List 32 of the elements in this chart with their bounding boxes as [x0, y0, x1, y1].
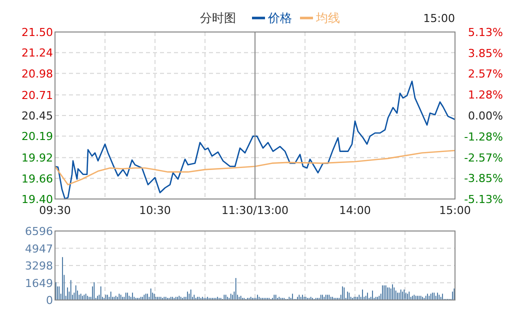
- y-tick-label: 3298: [25, 260, 53, 272]
- text: 15:00: [423, 12, 455, 25]
- chart-title: 分时图: [200, 11, 236, 25]
- text: -3.85%: [464, 172, 503, 186]
- x-tick-label: 10:30: [139, 204, 171, 217]
- y-tick-label: 20.19: [22, 130, 53, 144]
- x-tick-label: 11:30/13:00: [221, 204, 289, 217]
- y-tick-label: 20.45: [22, 110, 53, 122]
- text: 3.85%: [468, 46, 503, 60]
- x-tick-label: 15:00: [439, 204, 471, 217]
- y-tick-label: 1649: [25, 276, 53, 290]
- text: -2.57%: [464, 151, 503, 164]
- y-tick-label: 4947: [25, 242, 53, 256]
- text: -5.13%: [464, 193, 503, 206]
- y-tick-label: 19.40: [22, 193, 53, 206]
- text: 2.57%: [468, 68, 503, 81]
- text: 1.28%: [468, 88, 503, 102]
- text: -1.28%: [464, 130, 503, 144]
- x-tick-label: 14:00: [339, 204, 371, 217]
- y-tick-label: 6596: [25, 225, 53, 238]
- y-tick-label: 19.66: [22, 172, 53, 186]
- legend-label: 均线: [315, 11, 340, 25]
- y-tick-label: 0: [46, 294, 53, 307]
- legend-label: 价格: [267, 11, 292, 25]
- y-tick-label: 20.71: [22, 88, 53, 102]
- y-tick-label: 20.98: [22, 67, 53, 80]
- text: 5.13%: [468, 26, 503, 39]
- x-tick-label: 09:30: [39, 204, 71, 217]
- y-tick-label: 19.92: [22, 152, 53, 165]
- y-tick-label: 21.50: [22, 26, 53, 39]
- text: 0.00%: [468, 110, 503, 122]
- y-tick-label: 21.24: [22, 46, 53, 60]
